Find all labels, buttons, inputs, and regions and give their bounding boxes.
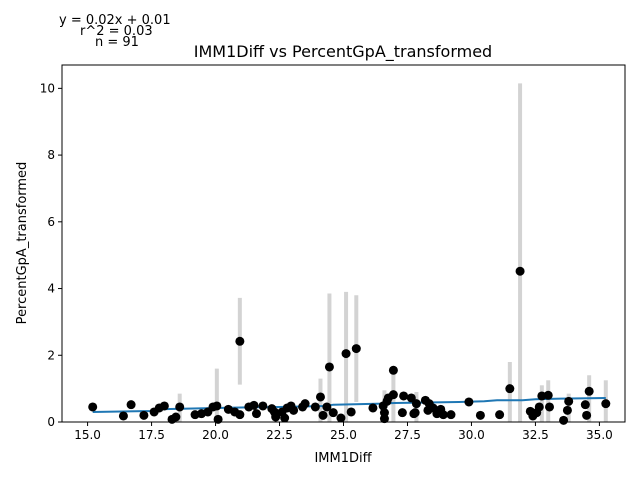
data-point-84 (601, 399, 611, 409)
data-point-35 (315, 392, 325, 402)
data-point-76 (543, 390, 553, 400)
data-point-26 (271, 412, 281, 422)
data-point-64 (438, 410, 448, 420)
data-point-65 (446, 410, 456, 420)
data-point-21 (249, 400, 259, 410)
data-point-41 (341, 349, 351, 359)
data-point-34 (310, 402, 320, 412)
data-point-38 (324, 362, 334, 372)
y-tick-label: 0 (47, 415, 55, 429)
x-tick-label: 35.0 (586, 428, 613, 442)
data-point-40 (336, 413, 346, 423)
data-point-19 (235, 410, 245, 420)
data-point-77 (545, 402, 555, 412)
data-point-83 (584, 386, 594, 396)
y-tick-label: 6 (47, 215, 55, 229)
data-point-1 (118, 411, 128, 421)
plot-frame (61, 64, 626, 423)
x-tick-label: 25.0 (330, 428, 357, 442)
y-axis-label: PercentGpA_transformed (15, 162, 30, 325)
data-point-39 (328, 408, 338, 418)
data-point-8 (171, 412, 181, 422)
plot-area (88, 83, 611, 425)
data-point-78 (559, 415, 569, 425)
x-tick-label: 27.5 (394, 428, 421, 442)
data-point-79 (564, 396, 574, 406)
data-point-2 (126, 400, 136, 410)
x-tick-label: 30.0 (458, 428, 485, 442)
y-tick-label: 2 (47, 348, 55, 362)
equation-annotation: y = 0.02x + 0.01 (59, 13, 171, 28)
data-point-0 (88, 402, 98, 412)
r-squared-annotation: r^2 = 0.03 (80, 24, 153, 39)
data-point-50 (388, 365, 398, 375)
data-point-31 (289, 405, 299, 415)
x-tick-label: 17.5 (138, 428, 165, 442)
data-point-52 (397, 408, 407, 418)
data-point-80 (562, 405, 572, 415)
data-point-43 (351, 344, 361, 354)
data-point-74 (534, 402, 544, 412)
data-point-53 (399, 391, 409, 401)
data-point-51 (388, 390, 398, 400)
y-tick-label: 4 (47, 282, 55, 296)
data-point-68 (495, 410, 505, 420)
data-point-57 (410, 408, 420, 418)
data-point-67 (475, 410, 485, 420)
n-annotation: n = 91 (95, 35, 139, 50)
chart-title: IMM1Diff vs PercentGpA_transformed (194, 42, 492, 62)
y-tick-label: 10 (40, 81, 55, 95)
y-tick-label: 8 (47, 148, 55, 162)
data-point-9 (175, 402, 185, 412)
data-point-66 (464, 397, 474, 407)
data-point-28 (280, 413, 290, 423)
x-axis: 15.0 17.5 20.0 22.5 25.0 27.5 30.0 32.5 35.0 (74, 422, 613, 442)
data-point-47 (379, 414, 389, 424)
data-point-18 (235, 336, 245, 346)
data-point-33 (300, 399, 310, 409)
data-point-3 (139, 410, 149, 420)
y-axis: 0 2 4 6 8 10 (40, 81, 62, 429)
x-tick-label: 22.5 (266, 428, 293, 442)
data-point-23 (258, 401, 268, 411)
data-point-56 (411, 399, 421, 409)
x-tick-label: 20.0 (202, 428, 229, 442)
x-axis-label: IMM1Diff (314, 451, 372, 466)
data-point-36 (318, 410, 328, 420)
x-tick-label: 15.0 (74, 428, 101, 442)
data-point-82 (582, 410, 592, 420)
data-point-81 (580, 400, 590, 410)
data-point-22 (251, 409, 261, 419)
data-point-6 (159, 401, 169, 411)
data-point-70 (515, 266, 525, 276)
data-point-37 (322, 402, 332, 412)
data-point-42 (346, 407, 356, 417)
x-tick-label: 32.5 (522, 428, 549, 442)
data-point-14 (212, 401, 222, 411)
data-point-69 (505, 384, 515, 394)
data-point-44 (368, 403, 378, 413)
